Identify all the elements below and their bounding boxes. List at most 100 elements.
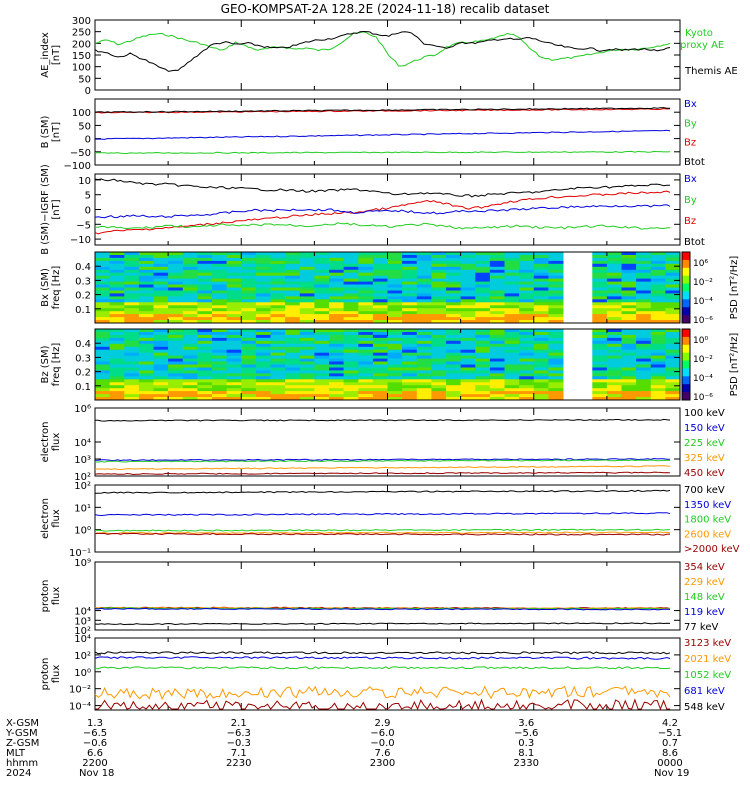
spectrogram-cell xyxy=(153,278,169,283)
spectrogram-cell xyxy=(255,391,271,395)
spectrogram-cell xyxy=(489,394,505,398)
spectrogram-cell xyxy=(226,385,242,389)
colorbar-tick-label: 10⁻² xyxy=(693,278,713,288)
spectrogram-cell xyxy=(504,299,520,303)
spectrogram-cell xyxy=(548,337,564,342)
spectrogram-cell xyxy=(592,252,608,256)
spectrogram-cell xyxy=(548,314,564,318)
spectrogram-cell xyxy=(533,281,549,286)
spectrogram-cell xyxy=(519,373,535,377)
spectrogram-cell xyxy=(182,352,198,357)
spectrogram-cell xyxy=(343,337,359,342)
spectrogram-cell xyxy=(446,311,462,315)
legend-label: 77 keV xyxy=(684,622,718,633)
spectrogram-cell xyxy=(519,361,535,365)
spectrogram-cell xyxy=(533,361,549,365)
colorbar-segment xyxy=(682,392,690,401)
spectrogram-cell xyxy=(329,252,345,256)
spectrogram-cell xyxy=(402,397,418,401)
colorbar-segment xyxy=(682,267,690,277)
ephemeris-value: 6.6 xyxy=(87,748,103,759)
spectrogram-cell xyxy=(446,358,462,363)
spectrogram-cell xyxy=(95,281,111,286)
spectrogram-cell xyxy=(460,394,476,398)
spectrogram-cell xyxy=(460,255,476,259)
spectrogram-cell xyxy=(109,293,125,297)
spectrogram-cell xyxy=(329,394,345,398)
spectrogram-cell xyxy=(270,379,286,383)
spectrogram-cell xyxy=(621,272,637,277)
spectrogram-cell xyxy=(446,263,462,268)
spectrogram-cell xyxy=(197,373,213,377)
series-line xyxy=(94,622,671,626)
spectrogram-cell xyxy=(212,260,228,265)
panel-frame xyxy=(94,484,681,553)
spectrogram-cell xyxy=(475,299,491,303)
spectrogram-cell xyxy=(519,269,535,274)
spectrogram-cell xyxy=(387,355,403,360)
spectrogram-cell xyxy=(95,388,111,392)
spectrogram-cell xyxy=(606,385,622,389)
spectrogram-cell xyxy=(109,355,125,360)
y-tick-label: 10² xyxy=(74,651,91,662)
spectrogram-cell xyxy=(636,255,652,259)
spectrogram-cell xyxy=(226,391,242,395)
spectrogram-cell xyxy=(226,388,242,392)
spectrogram-cell xyxy=(519,308,535,312)
spectrogram-cell xyxy=(636,284,652,288)
ephemeris-row-label: 2024 xyxy=(6,768,31,779)
spectrogram-cell xyxy=(636,385,652,389)
spectrogram-cell xyxy=(226,290,242,294)
spectrogram-cell xyxy=(358,257,374,262)
spectrogram-cell xyxy=(212,397,228,401)
spectrogram-cell xyxy=(446,355,462,360)
spectrogram-cell xyxy=(446,382,462,386)
spectrogram-cell xyxy=(650,355,666,360)
spectrogram-cell xyxy=(168,278,184,283)
spectrogram-cell xyxy=(138,308,154,312)
spectrogram-cell xyxy=(138,305,154,309)
legend-label: 100 keV xyxy=(684,408,725,419)
spectrogram-cell xyxy=(548,397,564,401)
colorbar-segment xyxy=(682,291,690,300)
spectrogram-cell xyxy=(270,269,286,274)
spectrogram-cell xyxy=(138,257,154,262)
spectrogram-cell xyxy=(431,317,447,321)
spectrogram-cell xyxy=(197,367,213,371)
spectrogram-cell xyxy=(358,373,374,377)
spectrogram-cell xyxy=(665,376,681,380)
spectrogram-cell xyxy=(124,302,140,306)
spectrogram-cell xyxy=(621,252,637,256)
spectrogram-cell xyxy=(636,252,652,256)
spectrogram-cell xyxy=(95,263,111,268)
spectrogram-cell xyxy=(606,278,622,283)
spectrogram-cell xyxy=(621,266,637,271)
spectrogram-cell xyxy=(212,334,228,339)
colorbar-segment xyxy=(682,352,690,362)
spectrogram-cell xyxy=(343,355,359,360)
legend-label: 2600 keV xyxy=(684,529,731,540)
spectrogram-cell xyxy=(314,290,330,294)
spectrogram-cell xyxy=(212,252,228,256)
spectrogram-cell xyxy=(665,355,681,360)
spectrogram-cell xyxy=(138,284,154,288)
spectrogram-cell xyxy=(168,385,184,389)
spectrogram-cell xyxy=(241,278,257,283)
spectrogram-cell xyxy=(533,355,549,360)
spectrogram-cell xyxy=(270,299,286,303)
spectrogram-cell xyxy=(153,281,169,286)
spectrogram-cell xyxy=(212,317,228,321)
series-line xyxy=(95,418,671,422)
spectrogram-cell xyxy=(343,302,359,306)
spectrogram-cell xyxy=(182,379,198,383)
spectrogram-cell xyxy=(387,364,403,368)
spectrogram-cell xyxy=(168,391,184,395)
spectrogram-cell xyxy=(358,385,374,389)
spectrogram-cell xyxy=(372,394,388,398)
spectrogram-cell xyxy=(489,308,505,312)
spectrogram-cell xyxy=(519,385,535,389)
spectrogram-cell xyxy=(270,388,286,392)
spectrogram-cell xyxy=(665,278,681,283)
spectrogram-cell xyxy=(504,349,520,354)
spectrogram-cell xyxy=(592,269,608,274)
